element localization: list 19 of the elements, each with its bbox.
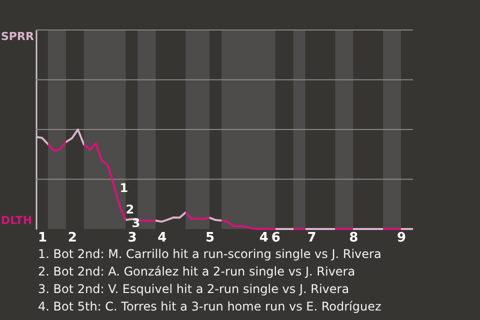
text: 3 — [132, 216, 140, 230]
text: 1. Bot 2nd: M. Carrillo hit a run-scoring single vs J. Rivera — [38, 247, 382, 261]
text: 1 — [120, 181, 128, 196]
x-tick-label: 4 — [259, 230, 268, 246]
x-tick-label: 9 — [397, 230, 406, 246]
text: 2 — [126, 202, 134, 216]
x-tick-label: 2 — [68, 230, 77, 246]
x-tick-label: 4 — [158, 230, 167, 246]
x-tick-label: 6 — [271, 230, 280, 246]
text: 2. Bot 2nd: A. González hit a 2-run single vs J. Rivera — [38, 264, 356, 278]
text: DLTH — [1, 214, 32, 227]
x-tick-label: 1 — [38, 230, 48, 246]
x-tick-label: 8 — [349, 230, 358, 246]
text: SPRR — [1, 30, 34, 43]
x-tick-label: 5 — [206, 230, 215, 246]
x-tick-label: 7 — [307, 230, 316, 246]
text: 4. Bot 5th: C. Torres hit a 3-run home run vs E. Rodríguez — [38, 300, 382, 314]
x-tick-label: 3 — [128, 230, 137, 246]
text: 3. Bot 2nd: V. Esquivel hit a 2-run single vs J. Rivera — [38, 282, 350, 296]
